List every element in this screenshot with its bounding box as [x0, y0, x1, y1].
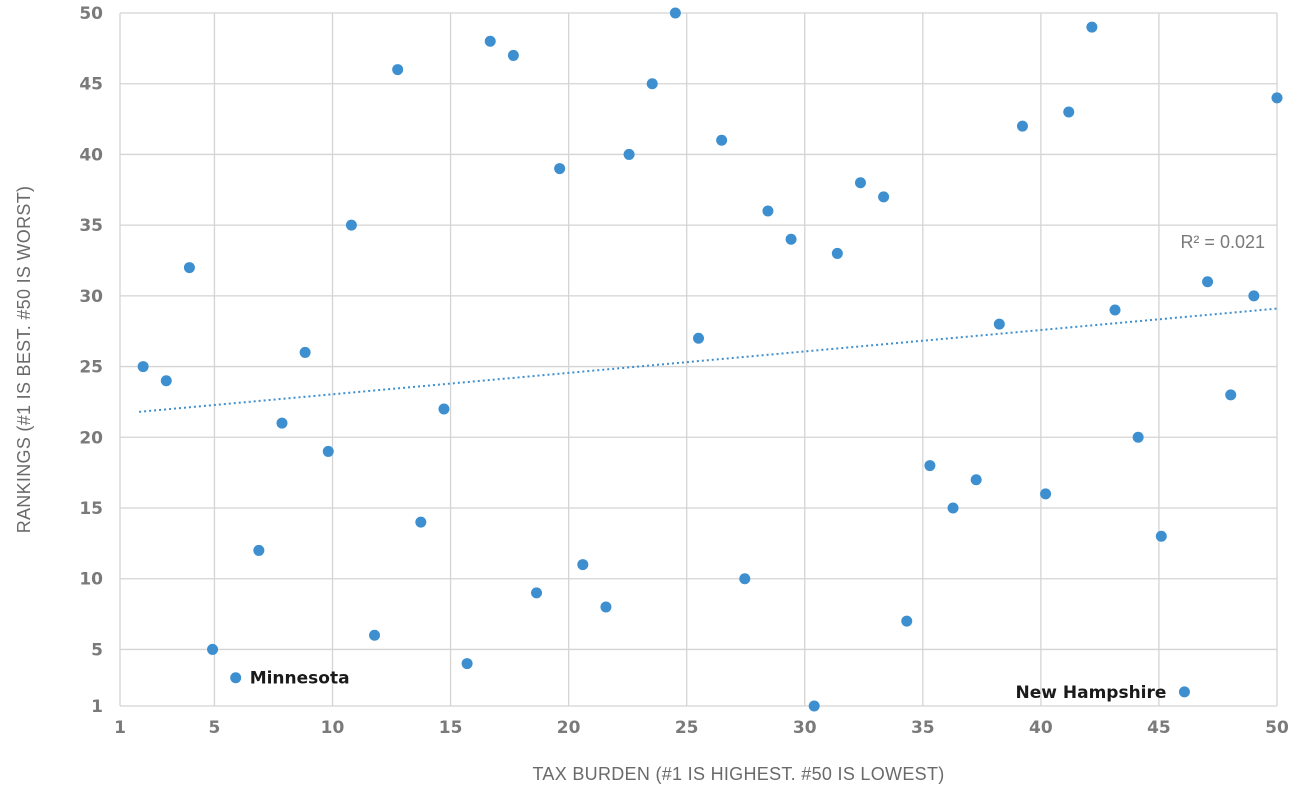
data-point [415, 516, 427, 528]
data-point [1086, 21, 1098, 33]
data-point [183, 262, 195, 274]
data-point [669, 7, 681, 19]
x-tick-label: 10 [321, 718, 345, 738]
trendline [139, 307, 1278, 413]
y-tick-label: 30 [79, 287, 103, 307]
data-point [831, 247, 843, 259]
data-point [160, 375, 172, 387]
data-point [693, 332, 704, 344]
data-point [1248, 290, 1260, 302]
data-point [993, 318, 1005, 330]
x-tick-label: 15 [439, 718, 463, 738]
y-tick-label: 40 [79, 145, 103, 165]
y-tick-label: 25 [79, 358, 103, 378]
y-tick-label: 1 [91, 697, 103, 717]
data-point [345, 219, 357, 231]
data-point [137, 361, 149, 373]
annotations: Minnesota New Hampshire [250, 669, 1167, 703]
x-tick-label: 5 [209, 718, 221, 738]
data-point [507, 49, 519, 61]
x-tick-label: 50 [1265, 718, 1289, 738]
y-tick-label: 15 [79, 499, 103, 519]
data-point [438, 403, 450, 415]
x-tick-label: 30 [793, 718, 817, 738]
data-point [947, 502, 959, 514]
data-point [623, 148, 635, 160]
data-points [137, 7, 1283, 712]
data-point [1155, 530, 1167, 542]
data-point [600, 601, 612, 613]
data-point [531, 587, 543, 599]
data-point [554, 163, 566, 175]
data-point [878, 191, 890, 203]
data-point [299, 346, 311, 358]
data-point [646, 78, 658, 90]
x-tick-label: 1 [114, 718, 126, 738]
data-point [716, 134, 728, 146]
data-point [484, 35, 496, 47]
y-tick-label: 20 [79, 428, 103, 448]
data-point [322, 445, 334, 457]
data-point [230, 672, 242, 684]
y-axis-title: RANKINGS (#1 IS BEST. #50 IS WORST) [14, 186, 34, 534]
r-squared-label: R² = 0.021 [1180, 232, 1265, 252]
y-tick-label: 35 [79, 216, 103, 236]
data-point [392, 64, 404, 76]
y-tick-label: 45 [79, 75, 103, 95]
data-point [276, 417, 288, 429]
data-point [854, 177, 866, 189]
data-point [577, 559, 589, 571]
x-tick-label: 35 [911, 718, 935, 738]
data-point [739, 573, 751, 585]
data-point [1202, 276, 1214, 288]
data-point [1225, 389, 1237, 401]
data-point [1178, 686, 1190, 698]
data-point [1016, 120, 1028, 132]
data-point [369, 629, 381, 641]
data-point [1063, 106, 1075, 118]
data-point [924, 460, 936, 472]
data-point [808, 700, 820, 712]
x-axis-title: TAX BURDEN (#1 IS HIGHEST. #50 IS LOWEST… [532, 764, 944, 784]
y-tick-label: 10 [79, 570, 103, 590]
x-tick-label: 20 [557, 718, 581, 738]
data-point [762, 205, 774, 217]
data-point [1271, 92, 1283, 104]
data-point [901, 615, 913, 627]
x-tick-label: 40 [1029, 718, 1053, 738]
data-point [207, 643, 219, 655]
data-point [785, 233, 797, 245]
y-tick-label: 50 [79, 4, 103, 24]
y-tick-label: 5 [91, 640, 103, 660]
x-tick-label: 25 [675, 718, 699, 738]
data-point [1132, 431, 1144, 443]
data-point [1109, 304, 1121, 316]
annotation-minnesota: Minnesota [250, 669, 350, 689]
grid-lines [119, 12, 1278, 707]
x-tick-label: 45 [1147, 718, 1171, 738]
annotation-new-hampshire: New Hampshire [1016, 683, 1167, 703]
data-point [461, 658, 473, 670]
data-point [253, 544, 265, 556]
data-point [970, 474, 982, 486]
data-point [1040, 488, 1052, 500]
